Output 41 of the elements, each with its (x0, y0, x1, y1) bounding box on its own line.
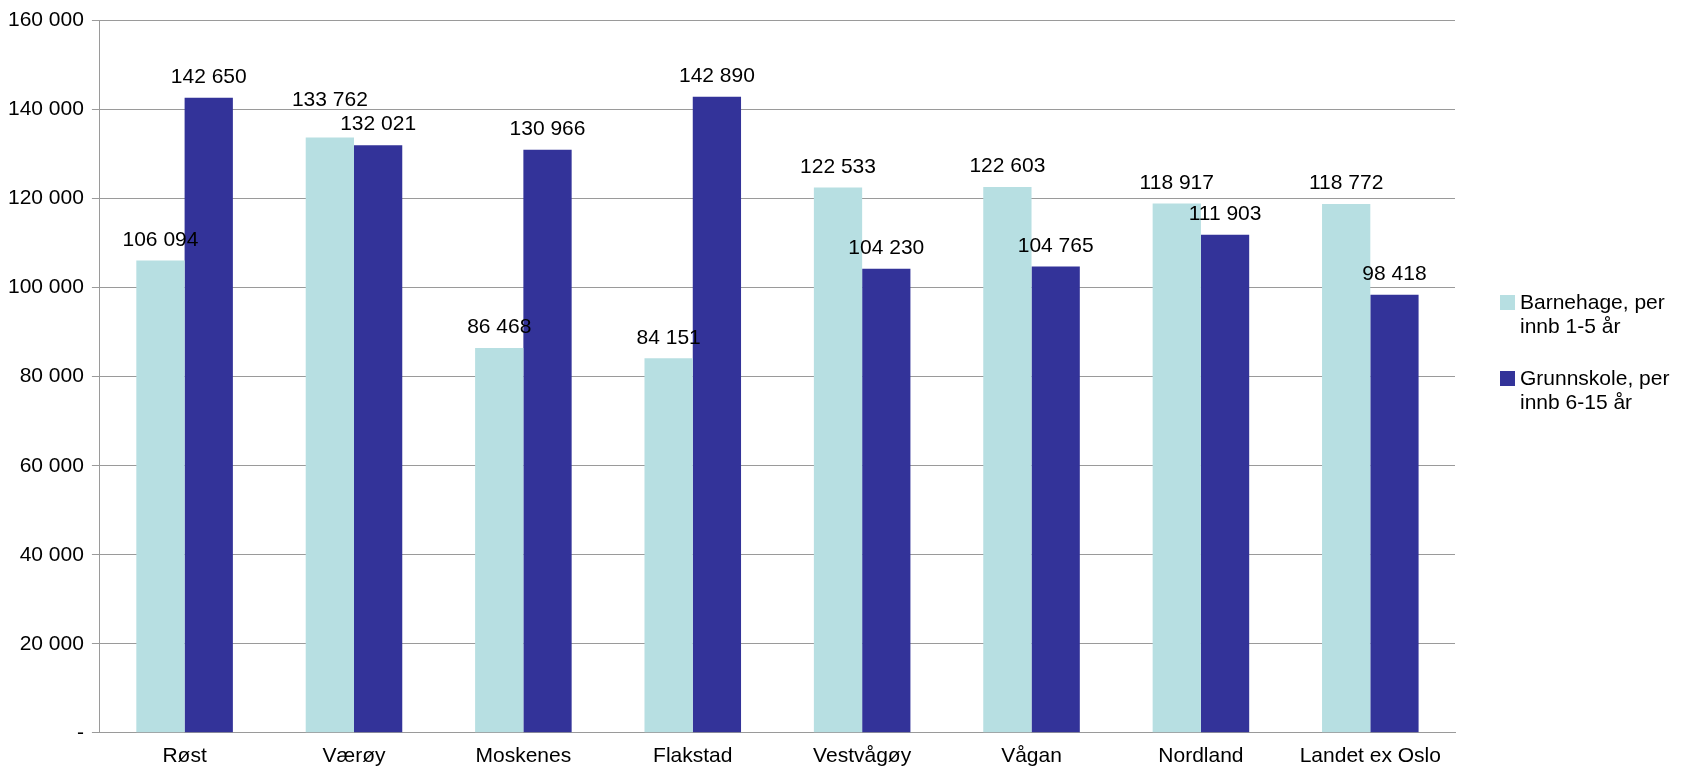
data-label: 142 890 (678, 63, 755, 87)
bar (1200, 234, 1250, 733)
data-label: 122 603 (969, 153, 1046, 177)
y-tick-label: 40 000 (19, 541, 84, 565)
y-tick-label: 120 000 (7, 185, 84, 209)
bar (644, 358, 693, 733)
bar (353, 145, 403, 733)
bar (305, 137, 354, 733)
data-label: 133 762 (291, 87, 368, 111)
data-label: 111 903 (1188, 200, 1262, 224)
data-label: 104 230 (848, 235, 925, 259)
y-tick-label: - (76, 719, 84, 743)
y-tick-label: 80 000 (19, 363, 84, 387)
data-label: 142 650 (170, 64, 247, 88)
legend-label: Barnehage, per innb 1-5 år (1520, 290, 1666, 338)
bar (136, 260, 185, 733)
data-label: 118 772 (1308, 170, 1384, 194)
x-tick-label: Nordland (1158, 743, 1244, 767)
y-tick-label: 20 000 (19, 630, 84, 654)
x-tick-label: Flakstad (653, 743, 733, 767)
y-tick-label: 160 000 (7, 7, 84, 31)
bar (475, 347, 524, 733)
data-label: 132 021 (340, 111, 417, 135)
y-tick-label: 140 000 (7, 96, 84, 120)
bar (862, 268, 911, 733)
y-tick-label: 60 000 (19, 452, 84, 476)
y-tick-label: 100 000 (7, 274, 84, 298)
data-label: 130 966 (509, 116, 586, 140)
x-tick-label: Røst (162, 743, 207, 767)
x-tick-label: Vestvågøy (813, 743, 912, 767)
x-tick-label: Landet ex Oslo (1299, 743, 1441, 767)
data-label: 98 418 (1362, 261, 1427, 285)
x-tick-label: Værøy (322, 743, 386, 767)
data-label: 122 533 (800, 153, 876, 177)
x-tick-label: Vågan (1001, 743, 1062, 767)
legend-label: Grunnskole, per innb 6-15 år (1520, 366, 1671, 414)
x-tick-label: Moskenes (475, 743, 572, 767)
bar (1370, 294, 1419, 733)
data-label: 118 917 (1139, 169, 1214, 193)
data-label: 104 765 (1017, 232, 1094, 256)
bar (1031, 266, 1080, 733)
